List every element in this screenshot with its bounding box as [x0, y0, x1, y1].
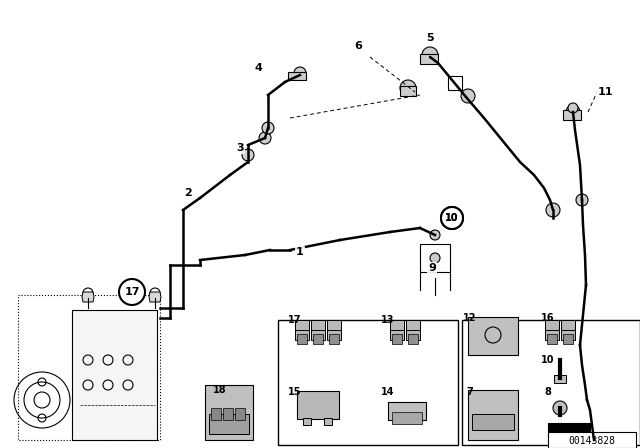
- Bar: [297, 334, 307, 344]
- Text: 4: 4: [254, 63, 262, 73]
- Bar: [554, 375, 566, 383]
- Bar: [561, 320, 575, 330]
- Bar: [548, 423, 590, 437]
- Circle shape: [119, 279, 145, 305]
- Bar: [547, 334, 557, 344]
- Circle shape: [422, 47, 438, 63]
- Bar: [390, 322, 404, 340]
- Bar: [468, 390, 518, 440]
- Bar: [390, 320, 404, 330]
- Bar: [209, 414, 249, 434]
- Bar: [406, 322, 420, 340]
- Text: 15: 15: [288, 387, 301, 397]
- Text: 13: 13: [381, 315, 395, 325]
- Text: 10: 10: [541, 355, 555, 365]
- Bar: [388, 402, 426, 420]
- Bar: [468, 317, 518, 355]
- Bar: [311, 320, 325, 330]
- Circle shape: [546, 203, 560, 217]
- Bar: [223, 408, 233, 420]
- Bar: [545, 320, 559, 330]
- Text: 10: 10: [445, 213, 459, 223]
- Circle shape: [259, 132, 271, 144]
- Text: 17: 17: [124, 287, 140, 297]
- Text: 00143828: 00143828: [568, 436, 616, 446]
- Circle shape: [294, 67, 306, 79]
- Bar: [72, 310, 157, 440]
- Text: 5: 5: [426, 33, 434, 43]
- Bar: [235, 408, 245, 420]
- Bar: [545, 322, 559, 340]
- Circle shape: [576, 194, 588, 206]
- Bar: [324, 418, 332, 425]
- Bar: [295, 320, 309, 330]
- Circle shape: [400, 80, 416, 96]
- Circle shape: [590, 438, 598, 446]
- Circle shape: [430, 253, 440, 263]
- Text: 2: 2: [184, 188, 192, 198]
- Bar: [313, 334, 323, 344]
- Bar: [472, 414, 514, 430]
- Text: 9: 9: [428, 263, 436, 273]
- Text: 12: 12: [463, 313, 477, 323]
- Bar: [563, 110, 581, 120]
- Text: 10: 10: [445, 213, 459, 223]
- Bar: [278, 320, 458, 445]
- Circle shape: [566, 105, 580, 119]
- Bar: [327, 320, 341, 330]
- Bar: [303, 418, 311, 425]
- Text: 3: 3: [236, 143, 244, 153]
- Circle shape: [441, 207, 463, 229]
- Bar: [327, 322, 341, 340]
- Bar: [211, 408, 221, 420]
- Text: 6: 6: [354, 41, 362, 51]
- Circle shape: [568, 103, 578, 113]
- Text: 11: 11: [597, 87, 612, 97]
- Bar: [392, 412, 422, 424]
- Text: 1: 1: [296, 247, 304, 257]
- Text: 16: 16: [541, 313, 555, 323]
- Bar: [295, 322, 309, 340]
- Bar: [329, 334, 339, 344]
- Bar: [563, 334, 573, 344]
- Circle shape: [553, 401, 567, 415]
- Bar: [392, 334, 402, 344]
- Circle shape: [461, 89, 475, 103]
- Bar: [408, 334, 418, 344]
- Circle shape: [242, 149, 254, 161]
- Bar: [297, 391, 339, 419]
- Bar: [420, 54, 438, 64]
- Bar: [420, 244, 450, 272]
- Bar: [400, 86, 416, 96]
- Polygon shape: [82, 292, 94, 302]
- Circle shape: [441, 207, 463, 229]
- Bar: [462, 320, 640, 445]
- Bar: [406, 320, 420, 330]
- Text: 18: 18: [213, 385, 227, 395]
- Bar: [288, 72, 306, 80]
- Bar: [548, 432, 636, 448]
- Text: 17: 17: [288, 315, 301, 325]
- Circle shape: [430, 230, 440, 240]
- Bar: [311, 322, 325, 340]
- Text: 7: 7: [467, 387, 474, 397]
- Circle shape: [262, 122, 274, 134]
- Bar: [205, 385, 253, 440]
- Polygon shape: [149, 292, 161, 302]
- Bar: [561, 322, 575, 340]
- Text: 14: 14: [381, 387, 395, 397]
- Text: 8: 8: [545, 387, 552, 397]
